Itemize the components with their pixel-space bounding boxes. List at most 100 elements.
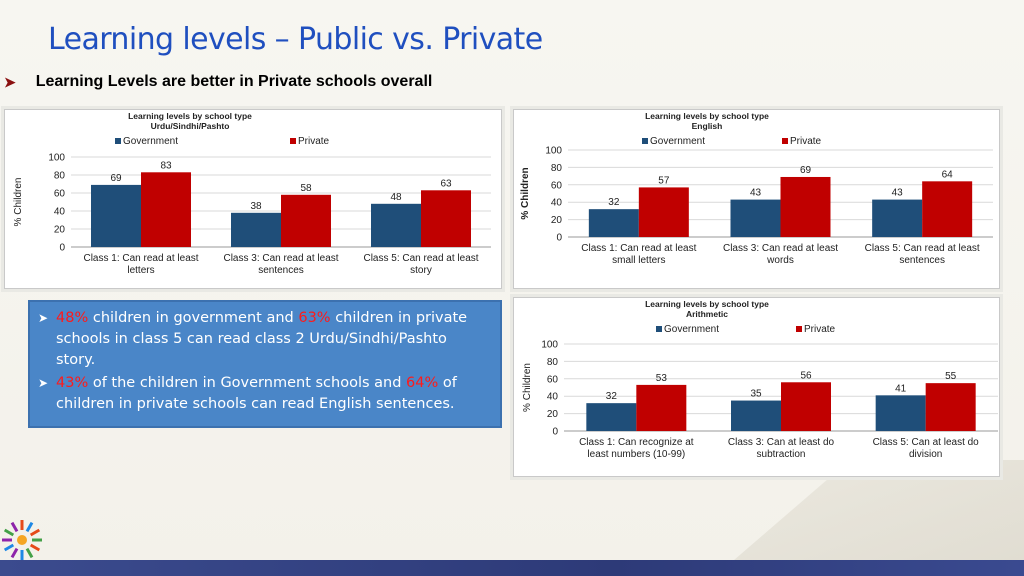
bar-private	[141, 172, 191, 247]
arrow-bullet-icon: ➤	[4, 73, 16, 90]
data-label: 57	[658, 175, 670, 186]
summary-box: ➤ 48% children in government and 63% chi…	[28, 300, 502, 428]
x-tick-label: sentences	[899, 255, 945, 266]
summary-bullet-1: ➤ 48% children in government and 63% chi…	[38, 308, 490, 371]
x-tick-label: Class 1: Can read at least	[83, 253, 198, 264]
legend-swatch-government	[115, 138, 121, 144]
y-tick-label: 100	[48, 153, 65, 164]
y-tick-label: 100	[541, 340, 558, 351]
bar-government	[875, 395, 926, 431]
x-tick-label: division	[909, 449, 942, 460]
arrow-bullet-icon: ➤	[38, 311, 49, 325]
page-title: Learning levels – Public vs. Private	[48, 22, 543, 57]
legend-label-government: Government	[664, 324, 719, 335]
y-axis-label: % Children	[520, 167, 531, 219]
x-tick-label: least numbers (10-99)	[587, 449, 685, 460]
y-tick-label: 0	[556, 233, 562, 244]
data-label: 35	[750, 389, 762, 400]
bullet-text: 48% children in government and 63% child…	[56, 308, 490, 371]
data-label: 53	[656, 373, 668, 384]
arrow-bullet-icon: ➤	[38, 376, 49, 390]
bar-private	[922, 181, 973, 237]
y-tick-label: 60	[551, 180, 563, 191]
bar-private	[780, 176, 831, 237]
legend-swatch-government	[656, 326, 662, 332]
y-tick-label: 80	[547, 357, 559, 368]
highlight-value: 64%	[406, 375, 439, 391]
bar-private	[638, 187, 689, 237]
data-label: 43	[892, 188, 904, 199]
y-tick-label: 80	[54, 171, 66, 182]
x-tick-label: Class 3: Can read at least	[223, 253, 338, 264]
chart-title: Learning levels by school type	[645, 111, 769, 121]
slide-subtitle: ➤ Learning Levels are better in Private …	[4, 73, 432, 91]
y-tick-label: 80	[551, 163, 563, 174]
x-tick-label: small letters	[612, 255, 665, 266]
bar-government	[730, 199, 781, 237]
legend-label-private: Private	[804, 324, 836, 335]
bar-private	[421, 190, 471, 247]
y-axis-label: % Children	[13, 178, 24, 227]
legend-label-private: Private	[298, 136, 330, 147]
legend-label-government: Government	[650, 136, 705, 147]
bullet-text-part: of the children in Government schools an…	[88, 375, 407, 391]
bar-government	[231, 212, 281, 247]
x-tick-label: Class 1: Can recognize at	[579, 437, 694, 448]
x-tick-label: subtraction	[757, 449, 806, 460]
x-tick-label: Class 1: Can read at least	[581, 243, 696, 254]
bullet-text-part: children in government and	[88, 310, 299, 326]
chart-english: Learning levels by school type English Gov…	[513, 109, 1000, 289]
bar-private	[281, 194, 331, 247]
data-label: 69	[800, 165, 812, 176]
y-tick-label: 0	[552, 427, 558, 438]
data-label: 69	[110, 173, 122, 184]
y-tick-label: 40	[551, 198, 563, 209]
legend-swatch-private	[290, 138, 296, 144]
y-tick-label: 60	[547, 374, 559, 385]
bar-government	[371, 203, 421, 247]
data-label: 83	[160, 160, 172, 171]
sunburst-logo-icon	[2, 520, 42, 560]
chart-subtitle: Arithmetic	[686, 309, 728, 319]
y-tick-label: 20	[547, 409, 559, 420]
chart-arithmetic: Learning levels by school type Arithmetic…	[513, 297, 1000, 477]
legend-label-private: Private	[790, 136, 822, 147]
y-tick-label: 100	[545, 146, 562, 157]
data-label: 55	[945, 371, 957, 382]
chart-title: Learning levels by school type	[645, 299, 769, 309]
y-tick-label: 20	[551, 215, 563, 226]
y-tick-label: 40	[547, 392, 559, 403]
x-tick-label: Class 3: Can at least do	[728, 437, 835, 448]
legend-label-government: Government	[123, 136, 178, 147]
data-label: 64	[942, 169, 954, 180]
y-tick-label: 60	[54, 189, 66, 200]
bar-private	[925, 383, 976, 431]
chart-subtitle: Urdu/Sindhi/Pashto	[151, 121, 230, 131]
bullet-text: 43% of the children in Government school…	[56, 373, 490, 415]
legend-swatch-private	[796, 326, 802, 332]
x-tick-label: Class 5: Can read at least	[865, 243, 980, 254]
bar-government	[586, 403, 637, 431]
bar-government	[731, 400, 781, 431]
y-tick-label: 20	[54, 225, 66, 236]
chart-svg: Learning levels by school typeArithmetic…	[522, 299, 998, 460]
chart-svg: Learning levels by school typeUrdu/Sindh…	[13, 111, 491, 276]
x-tick-label: Class 5: Can at least do	[873, 437, 980, 448]
y-tick-label: 40	[54, 207, 66, 218]
legend-swatch-government	[642, 138, 648, 144]
data-label: 58	[300, 183, 312, 194]
data-label: 63	[440, 178, 452, 189]
x-tick-label: words	[766, 255, 794, 266]
x-tick-label: story	[410, 265, 432, 276]
data-label: 32	[608, 197, 620, 208]
x-tick-label: Class 5: Can read at least	[363, 253, 478, 264]
data-label: 56	[800, 370, 812, 381]
data-label: 38	[250, 201, 262, 212]
chart-subtitle: English	[692, 121, 723, 131]
bullet-text-part: children in private schools in class 5 c…	[56, 310, 468, 368]
chart-urdu: Learning levels by school type Urdu/Sindh…	[4, 109, 502, 289]
legend-swatch-private	[782, 138, 788, 144]
data-label: 32	[606, 391, 618, 402]
chart-title: Learning levels by school type	[128, 111, 252, 121]
